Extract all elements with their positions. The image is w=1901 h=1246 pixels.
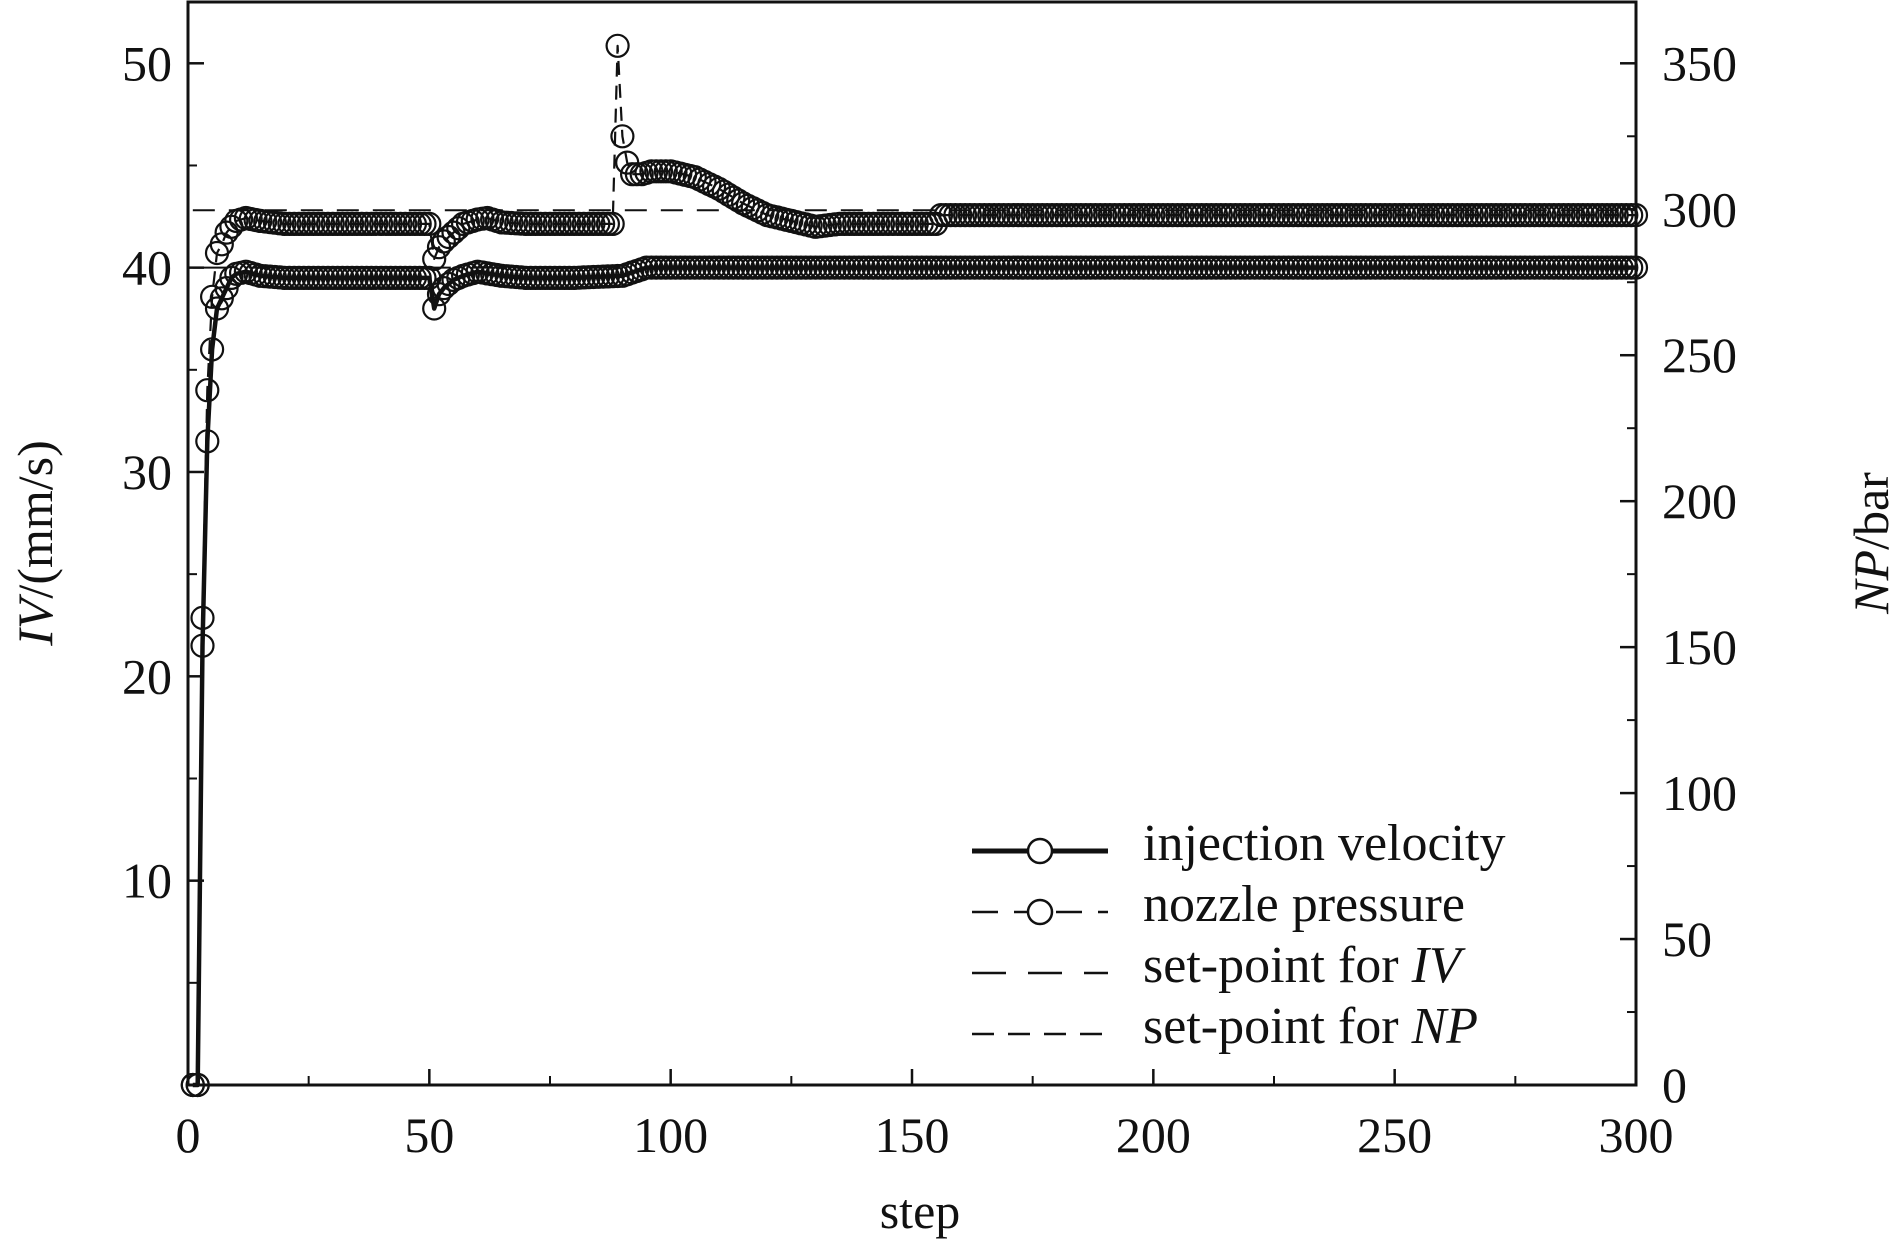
right-axis-title: NP/bar	[1843, 472, 1899, 615]
legend-item-injection-velocity: injection velocity	[972, 815, 1505, 872]
right-y-tick-label: 300	[1662, 181, 1737, 237]
series-markers-nozzle-pressure	[180, 33, 1649, 1098]
data-point-marker	[195, 378, 220, 403]
legend-label-setpoint-iv-italic: IV	[1411, 937, 1466, 994]
x-axis-title: step	[880, 1183, 961, 1239]
data-point-marker	[610, 124, 635, 149]
right-y-tick-label: 250	[1662, 327, 1737, 383]
left-y-tick-label: 30	[122, 444, 172, 500]
data-point-marker	[200, 284, 225, 309]
right-axis-title-italic: NP	[1843, 550, 1899, 615]
x-tick-label: 200	[1116, 1107, 1191, 1163]
legend-label-setpoint-iv: set-point for IV	[1143, 937, 1466, 994]
left-y-tick-label: 20	[122, 648, 172, 704]
x-tick-label: 300	[1599, 1107, 1674, 1163]
data-point-marker	[190, 605, 215, 631]
legend-label-setpoint-np-italic: NP	[1411, 998, 1478, 1055]
right-y-tick-label: 50	[1662, 911, 1712, 967]
left-axis-ticks: 10 20 30 40 50	[122, 35, 204, 984]
series-markers-injection-velocity	[180, 255, 1649, 1098]
x-tick-label: 50	[404, 1107, 454, 1163]
legend-item-setpoint-iv: set-point for IV	[972, 937, 1466, 994]
x-tick-label: 100	[633, 1107, 708, 1163]
right-axis-ticks: 0 50 100 150 200 250 300 350	[1620, 35, 1737, 1113]
left-axis-title-italic: IV	[7, 593, 63, 647]
right-y-tick-label: 350	[1662, 35, 1737, 91]
x-axis-ticks: 0 50 100 150 200 250 300	[176, 1069, 1674, 1163]
legend-label-setpoint-np: set-point for NP	[1143, 998, 1478, 1055]
data-point-marker	[195, 429, 220, 454]
x-tick-label: 250	[1357, 1107, 1432, 1163]
series-line-nozzle-pressure	[192, 44, 1636, 1087]
left-y-tick-label: 10	[122, 853, 172, 909]
left-y-tick-label: 50	[122, 35, 172, 91]
series-injection-velocity	[180, 255, 1649, 1098]
data-point-marker	[600, 211, 625, 236]
right-y-tick-label: 0	[1662, 1057, 1687, 1113]
legend-item-nozzle-pressure: nozzle pressure	[972, 876, 1465, 933]
data-point-marker	[200, 337, 225, 362]
legend-swatch-circle-marker	[1026, 898, 1054, 926]
x-tick-label: 0	[176, 1107, 201, 1163]
legend-label-nozzle-pressure: nozzle pressure	[1143, 876, 1465, 933]
series-nozzle-pressure	[180, 33, 1649, 1098]
data-point-marker	[417, 211, 442, 236]
legend-item-setpoint-np: set-point for NP	[972, 998, 1478, 1055]
data-series	[180, 33, 1649, 1098]
right-y-tick-label: 100	[1662, 765, 1737, 821]
data-point-marker	[422, 296, 447, 321]
data-point-marker	[190, 633, 215, 658]
right-axis-title-unit: /bar	[1843, 472, 1899, 550]
legend-label-injection-velocity: injection velocity	[1143, 815, 1505, 872]
legend-label-setpoint-iv-plain: set-point for	[1143, 937, 1412, 994]
data-point-marker	[605, 33, 630, 58]
left-axis-title: IV/(mm/s)	[7, 440, 63, 647]
legend-label-setpoint-np-plain: set-point for	[1143, 998, 1412, 1055]
legend: injection velocity nozzle pressure set-p…	[972, 815, 1505, 1055]
right-y-tick-label: 150	[1662, 619, 1737, 675]
right-y-tick-label: 200	[1662, 473, 1737, 529]
left-y-tick-label: 40	[122, 240, 172, 296]
legend-swatch-circle-marker	[1026, 837, 1054, 865]
left-axis-title-unit: /(mm/s)	[7, 440, 63, 598]
x-tick-label: 150	[875, 1107, 950, 1163]
